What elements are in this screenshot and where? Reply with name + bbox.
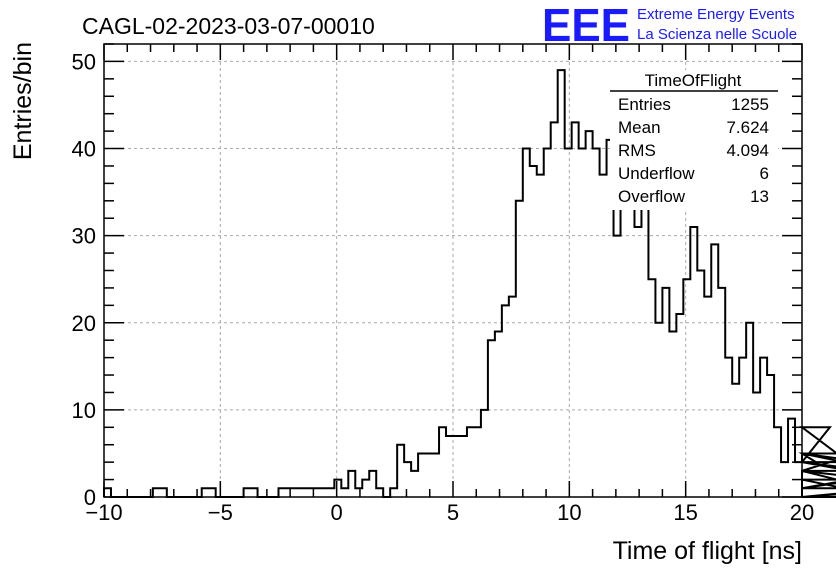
x-tick-label: 10 [557,500,581,525]
x-axis-title: Time of flight [ns] [613,537,802,565]
y-tick-label: 40 [72,137,96,162]
axis-ticks [103,43,803,498]
stats-rows: Entries 1255 Mean 7.624 RMS 4.094 Underflow 6 Ov… [618,95,769,206]
histogram-outline [103,69,836,498]
grid-lines [104,44,802,497]
stats-value: 13 [750,187,769,206]
axis-tick-labels: −10 −5 0 5 10 15 20 0 10 20 30 40 50 [72,49,815,525]
stats-label: RMS [618,141,656,160]
eee-logo: EEE [542,0,630,51]
run-title: CAGL-02-2023-03-07-00010 [82,13,375,39]
stats-label: Overflow [618,187,686,206]
x-tick-label: 15 [673,500,697,525]
stats-value: 7.624 [726,118,769,137]
x-tick-label: −10 [85,500,122,525]
logo-subtitle-line2: La Scienza nelle Scuole [637,26,797,43]
y-axis-title: Entries/bin [9,42,37,160]
stats-value: 1255 [731,95,769,114]
stats-label: Mean [618,118,661,137]
x-tick-label: 5 [447,500,459,525]
y-tick-label: 50 [72,49,96,74]
stats-box-title: TimeOfFlight [645,71,742,90]
y-tick-label: 0 [84,485,96,510]
stats-label: Entries [618,95,671,114]
stats-value: 4.094 [726,141,769,160]
y-tick-label: 20 [72,311,96,336]
x-tick-label: 0 [331,500,343,525]
y-tick-label: 30 [72,224,96,249]
y-tick-label: 10 [72,398,96,423]
x-tick-label: −5 [208,500,233,525]
stats-value: 6 [760,164,769,183]
logo-subtitle-line1: Extreme Energy Events [637,6,795,23]
stats-label: Underflow [618,164,695,183]
stats-box: TimeOfFlight Entries 1255 Mean 7.624 RMS 4.09… [610,70,778,210]
stats-box-background [610,70,778,210]
x-tick-label: 20 [790,500,814,525]
